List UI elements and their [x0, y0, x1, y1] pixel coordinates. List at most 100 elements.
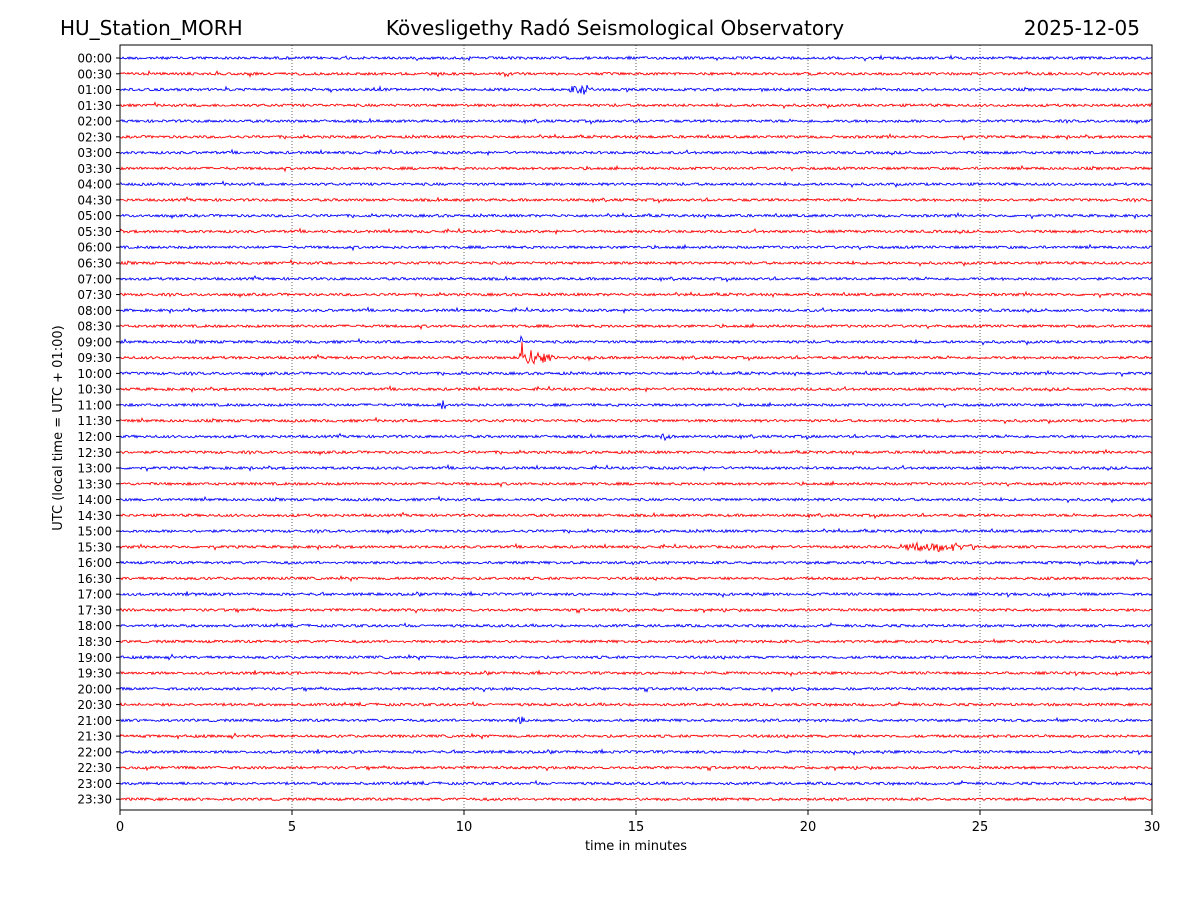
trace-1930	[119, 669, 1153, 677]
trace-2130	[119, 732, 1153, 740]
trace-1430	[119, 511, 1153, 520]
trace-1400	[119, 495, 1153, 504]
trace-0030	[119, 70, 1153, 78]
row-time-label: 11:00	[77, 398, 112, 412]
trace-1630	[119, 574, 1153, 583]
row-time-label: 01:00	[77, 83, 112, 97]
row-time-label: 15:30	[77, 540, 112, 554]
row-time-label: 17:30	[77, 603, 112, 617]
trace-2200	[119, 748, 1153, 756]
row-time-label: 18:00	[77, 619, 112, 633]
row-time-label: 03:30	[77, 162, 112, 176]
row-time-label: 21:00	[77, 714, 112, 728]
trace-1800	[119, 622, 1153, 629]
row-time-label: 08:30	[77, 320, 112, 334]
trace-1130	[119, 416, 1153, 425]
row-time-label: 16:30	[77, 572, 112, 586]
row-time-label: 07:30	[77, 288, 112, 302]
row-time-label: 19:30	[77, 667, 112, 681]
trace-0830	[119, 322, 1153, 331]
row-time-label: 16:00	[77, 556, 112, 570]
row-time-label: 04:00	[77, 178, 112, 192]
trace-0930	[119, 341, 1153, 365]
x-axis: 0 5 10 15 20 25 30	[116, 810, 1160, 835]
x-tick-label: 10	[456, 820, 473, 835]
trace-0430	[119, 196, 1153, 204]
row-time-label: 22:00	[77, 745, 112, 759]
station-name: HU_Station_MORH	[60, 16, 243, 40]
trace-0900	[119, 335, 1153, 346]
trace-0130	[119, 101, 1153, 110]
trace-0630	[119, 258, 1153, 267]
trace-2300	[119, 779, 1153, 787]
trace-2030	[119, 700, 1153, 708]
trace-1000	[119, 369, 1153, 378]
row-time-label: 03:00	[77, 146, 112, 160]
trace-0530	[119, 227, 1153, 236]
row-time-label: 01:30	[77, 99, 112, 113]
trace-2230	[119, 764, 1153, 772]
row-time-label: 06:30	[77, 257, 112, 271]
x-tick-label: 30	[1144, 820, 1161, 835]
row-time-label: 10:00	[77, 367, 112, 381]
row-time-label: 21:30	[77, 730, 112, 744]
row-time-label: 12:00	[77, 430, 112, 444]
plot-frame	[119, 44, 1153, 811]
trace-1730	[119, 607, 1153, 614]
row-time-label: 08:00	[77, 304, 112, 318]
row-time-label: 02:30	[77, 130, 112, 144]
trace-1030	[119, 385, 1153, 393]
trace-0600	[119, 243, 1153, 252]
row-time-label: 13:30	[77, 477, 112, 491]
trace-1100	[119, 400, 1153, 410]
trace-1530	[119, 541, 1153, 553]
row-time-label: 02:00	[77, 115, 112, 129]
row-time-label: 09:00	[77, 335, 112, 349]
row-time-label: 10:30	[77, 383, 112, 397]
trace-0000	[119, 54, 1153, 62]
row-time-label: 22:30	[77, 761, 112, 775]
trace-0200	[119, 117, 1153, 125]
row-time-label: 14:30	[77, 509, 112, 523]
grid-lines	[291, 45, 981, 810]
trace-0230	[119, 133, 1153, 141]
trace-2000	[119, 686, 1153, 693]
trace-0330	[119, 164, 1153, 173]
trace-1830	[119, 638, 1153, 646]
row-time-label: 20:30	[77, 698, 112, 712]
row-time-label: 05:30	[77, 225, 112, 239]
row-time-label: 20:00	[77, 682, 112, 696]
row-time-label: 00:30	[77, 67, 112, 81]
trace-0800	[119, 306, 1153, 315]
trace-1230	[119, 448, 1153, 456]
x-tick-label: 0	[116, 820, 124, 835]
trace-0500	[119, 212, 1153, 220]
row-time-label: 15:00	[77, 525, 112, 539]
x-axis-label: time in minutes	[585, 839, 687, 854]
chart-date: 2025-12-05	[1024, 16, 1140, 40]
row-time-label: 09:30	[77, 351, 112, 365]
trace-1600	[119, 558, 1153, 567]
trace-1900	[119, 653, 1153, 661]
trace-1300	[119, 463, 1153, 472]
row-time-label: 12:30	[77, 446, 112, 460]
row-time-label: 13:00	[77, 462, 112, 476]
row-time-label: 04:30	[77, 193, 112, 207]
x-tick-label: 25	[972, 820, 989, 835]
row-time-label: 14:00	[77, 493, 112, 507]
row-time-label: 00:00	[77, 52, 112, 66]
x-tick-label: 5	[288, 820, 296, 835]
y-axis-label: UTC (local time = UTC + 01:00)	[51, 325, 66, 530]
trace-layer	[119, 54, 1153, 803]
row-time-label: 18:30	[77, 635, 112, 649]
row-time-label: 19:00	[77, 651, 112, 665]
row-time-label: 05:00	[77, 209, 112, 223]
trace-0400	[119, 180, 1153, 189]
row-time-label: 06:00	[77, 241, 112, 255]
chart-title: Kövesligethy Radó Seismological Observat…	[386, 16, 844, 40]
trace-0300	[119, 148, 1153, 157]
trace-0730	[119, 290, 1153, 299]
x-tick-label: 20	[800, 820, 817, 835]
